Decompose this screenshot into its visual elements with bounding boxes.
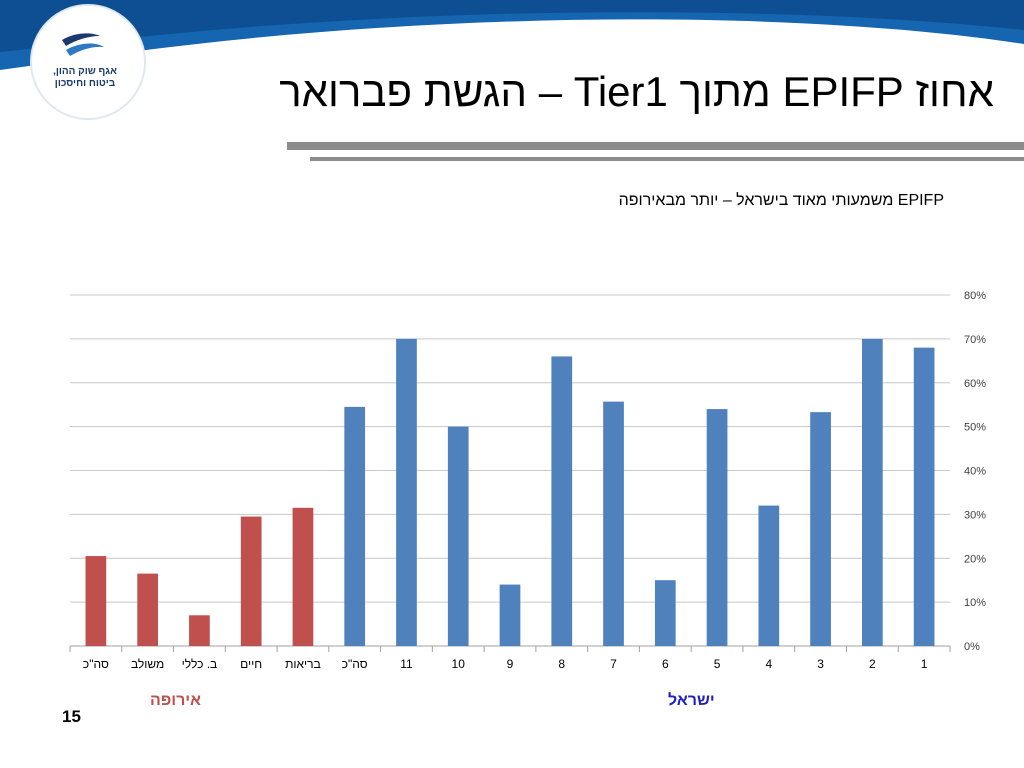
bar [137, 573, 158, 646]
x-tick-label: 11 [400, 657, 413, 671]
x-tick-label: 10 [452, 657, 466, 671]
bar [603, 401, 624, 646]
bar [240, 516, 262, 646]
x-tick-label: 1 [921, 657, 928, 671]
divider [287, 142, 1024, 150]
y-tick-label: 70% [964, 334, 986, 346]
logo-circle [30, 4, 146, 120]
logo-mark [66, 43, 104, 56]
x-tick-label: ב. כללי [182, 657, 218, 671]
bar [810, 412, 831, 646]
logo-line: אגף שוק ההון, [53, 66, 117, 77]
x-tick-label: 4 [765, 657, 772, 671]
x-tick-label: סה"כ [342, 657, 368, 671]
x-tick-label: 8 [558, 657, 565, 671]
divider [310, 157, 1024, 161]
x-tick-label: 6 [662, 657, 669, 671]
x-tick-label: 5 [714, 657, 721, 671]
bar [85, 556, 107, 646]
bar [654, 580, 676, 646]
page-number: 15 [62, 707, 81, 726]
slide-title: אחוז EPIFP מתוך Tier1 – הגשת פברואר [279, 68, 994, 115]
bar [706, 409, 728, 646]
bar [344, 406, 366, 646]
logo-line: ביטוח וחיסכון [54, 78, 116, 89]
bar [396, 338, 417, 646]
x-tick-label: סה"כ [83, 657, 109, 671]
chart-subtitle: EPIFP משמעותי מאוד בישראל – יותר מבאירופ… [618, 192, 944, 209]
x-tick-label: חיים [240, 657, 262, 671]
logo-text: אגף שוק ההון, ביטוח וחיסכון [40, 66, 130, 90]
bar [862, 338, 883, 646]
group-label: ישראל [668, 692, 715, 709]
x-tick-label: 7 [610, 657, 617, 671]
y-tick-label: 20% [964, 553, 986, 565]
x-tick-label: 3 [817, 657, 824, 671]
header-band-dark [0, 0, 1024, 52]
bar [758, 505, 780, 646]
y-tick-label: 0% [964, 641, 980, 653]
x-tick-label: משולב [131, 657, 164, 671]
bar [292, 507, 314, 646]
group-label: אירופה [150, 692, 202, 709]
y-tick-label: 10% [964, 597, 986, 609]
y-tick-label: 40% [964, 466, 986, 478]
bar [447, 426, 469, 646]
x-tick-label: 9 [507, 657, 514, 671]
bar [189, 615, 210, 646]
logo-mark [62, 33, 100, 46]
y-tick-label: 80% [964, 290, 986, 302]
y-tick-label: 50% [964, 422, 986, 434]
x-tick-label: 2 [869, 657, 876, 671]
y-tick-label: 60% [964, 378, 986, 390]
bar [551, 356, 573, 646]
bar [913, 347, 935, 646]
y-tick-label: 30% [964, 509, 986, 521]
x-tick-label: בריאות [285, 657, 321, 671]
bar [499, 584, 521, 646]
